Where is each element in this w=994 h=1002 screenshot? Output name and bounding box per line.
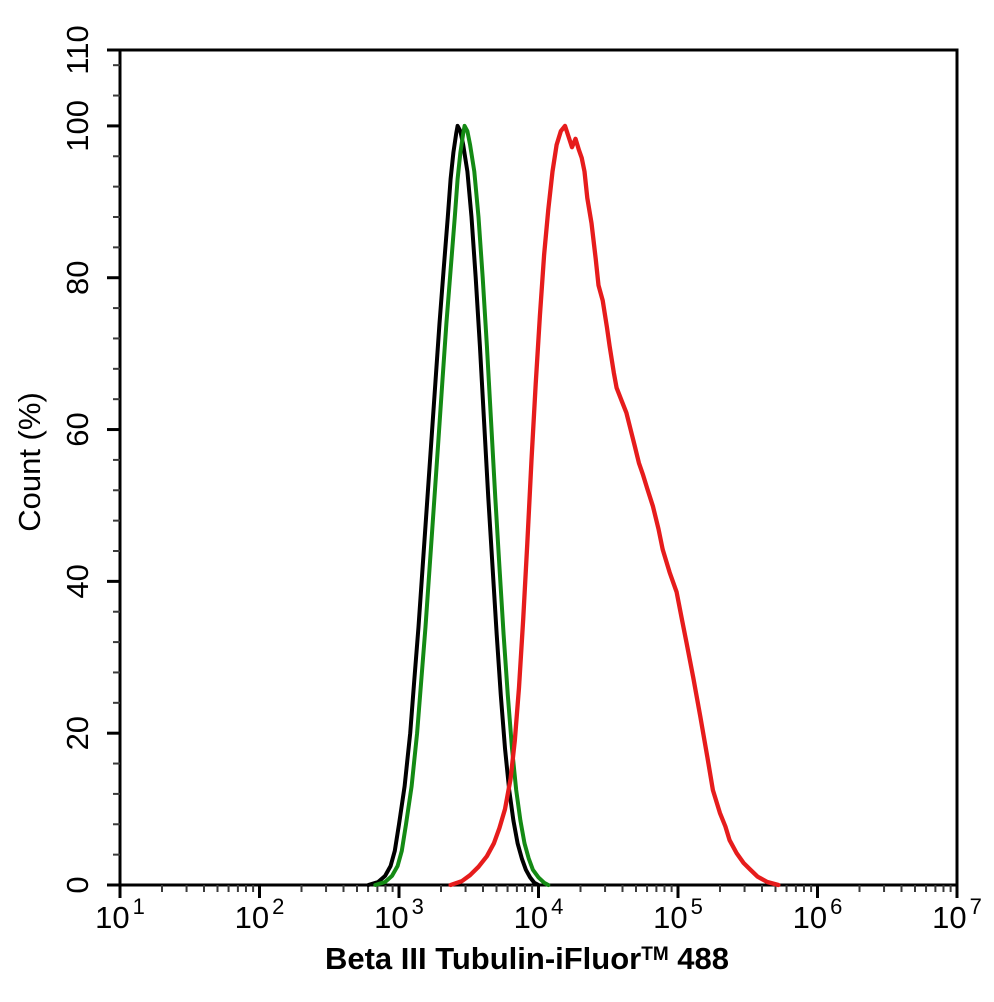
x-axis-tick-label: 10 7 — [932, 894, 982, 935]
y-axis-title: Count (%) — [12, 392, 47, 532]
x-axis-title-suffix: 488 — [668, 941, 730, 976]
curve-black-curve — [366, 123, 541, 887]
x-axis-title: Beta III Tubulin-iFluorTM 488 — [127, 941, 927, 977]
x-axis-tick-label: 10 6 — [793, 894, 843, 935]
y-axis-tick-label: 60 — [60, 412, 95, 446]
y-axis-tick-label: 0 — [60, 876, 95, 893]
x-axis-tick-label: 10 3 — [374, 894, 424, 935]
x-axis-title-main: Beta III Tubulin-iFluor — [324, 941, 642, 976]
trademark-superscript: TM — [641, 944, 669, 965]
y-axis-tick-label: 20 — [60, 716, 95, 750]
y-axis-tick-label: 80 — [60, 260, 95, 294]
y-axis-tick-label: 100 — [60, 100, 95, 152]
x-axis-tick-label: 10 1 — [95, 894, 145, 935]
x-axis-tick-label: 10 2 — [235, 894, 285, 935]
y-axis-tick-label: 110 — [60, 25, 95, 74]
plot-frame — [118, 48, 959, 887]
x-axis-tick-label: 10 5 — [653, 894, 703, 935]
curve-red-curve — [448, 123, 781, 888]
y-axis-tick-label: 40 — [60, 564, 95, 598]
x-axis-tick-label: 10 4 — [514, 894, 564, 935]
curve-green-curve — [373, 123, 551, 887]
